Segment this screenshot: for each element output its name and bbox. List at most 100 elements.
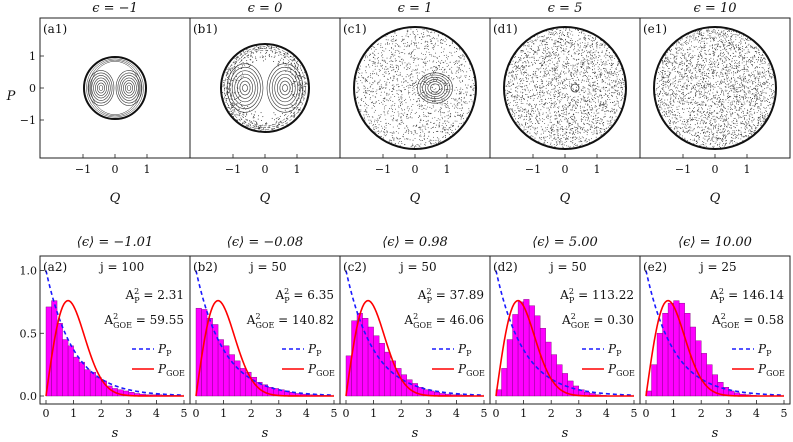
chaotic-point xyxy=(576,72,578,74)
chaotic-point xyxy=(543,48,545,50)
chaotic-point xyxy=(514,95,516,97)
chaotic-point xyxy=(380,64,382,66)
chaotic-point xyxy=(614,104,616,106)
chaotic-point xyxy=(693,99,695,101)
chaotic-point xyxy=(543,102,545,104)
chaotic-point xyxy=(661,84,662,86)
chaotic-point xyxy=(447,105,449,107)
chaotic-point xyxy=(566,109,568,111)
chaotic-point xyxy=(296,76,298,78)
chaotic-point xyxy=(260,47,262,49)
chaotic-point xyxy=(374,109,376,111)
chaotic-point xyxy=(760,57,762,59)
chaotic-point xyxy=(444,129,446,131)
chaotic-point xyxy=(526,118,528,120)
chaotic-point xyxy=(559,37,561,39)
chaotic-point xyxy=(458,47,460,49)
chaotic-point xyxy=(556,85,558,87)
chaotic-point xyxy=(433,143,435,145)
chaotic-point xyxy=(255,49,257,51)
chaotic-point xyxy=(622,98,624,100)
chaotic-point xyxy=(392,94,394,95)
chaotic-point xyxy=(524,66,526,68)
chaotic-point xyxy=(544,50,546,52)
chaotic-point xyxy=(574,96,576,98)
chaotic-point xyxy=(428,112,430,114)
chaotic-point xyxy=(373,50,375,52)
chaotic-point xyxy=(445,132,447,134)
chaotic-point xyxy=(611,66,613,68)
chaotic-point xyxy=(372,82,374,84)
chaotic-point xyxy=(248,66,250,68)
chaotic-point xyxy=(262,57,264,59)
chaotic-point xyxy=(593,60,595,62)
chaotic-point xyxy=(578,62,580,64)
chaotic-point xyxy=(546,107,548,109)
chaotic-point xyxy=(566,141,568,142)
chaotic-point xyxy=(567,106,569,108)
chaotic-point xyxy=(414,137,416,139)
chaotic-point xyxy=(565,96,566,97)
chaotic-point xyxy=(439,69,441,70)
chaotic-point xyxy=(534,103,536,105)
chaotic-point xyxy=(541,136,542,138)
chaotic-point xyxy=(561,33,563,35)
chaotic-point xyxy=(425,40,426,42)
chaotic-point xyxy=(261,48,263,50)
chaotic-point xyxy=(303,76,305,78)
chaotic-point xyxy=(434,93,436,95)
chaotic-point xyxy=(303,94,305,96)
chaotic-point xyxy=(523,111,525,113)
chaotic-point xyxy=(742,84,744,86)
chaotic-point xyxy=(659,85,661,87)
chaotic-point xyxy=(702,122,704,124)
chaotic-point xyxy=(423,143,425,145)
chaotic-point xyxy=(524,89,526,91)
chaotic-point xyxy=(731,109,733,111)
chaotic-point xyxy=(524,98,525,100)
chaotic-point xyxy=(606,54,608,56)
chaotic-point xyxy=(568,69,570,71)
chaotic-point xyxy=(423,139,425,141)
chaotic-point xyxy=(515,61,517,63)
chaotic-point xyxy=(551,67,553,69)
chaotic-point xyxy=(293,60,295,62)
phase-space-panel: ϵ = 5 (d1) xyxy=(489,1,641,159)
chaotic-point xyxy=(287,61,289,63)
chaotic-point xyxy=(535,76,537,78)
chaotic-point xyxy=(415,145,417,147)
chaotic-point xyxy=(563,129,565,131)
chaotic-point xyxy=(246,49,248,51)
chaotic-point xyxy=(400,112,402,114)
chaotic-point xyxy=(392,126,394,128)
chaotic-point xyxy=(577,53,579,55)
chaotic-point xyxy=(462,115,464,117)
chaotic-point xyxy=(413,44,415,46)
chaotic-point xyxy=(530,128,532,130)
chaotic-point xyxy=(264,129,266,131)
chaotic-point xyxy=(292,56,294,58)
chaotic-point xyxy=(400,95,402,97)
chaotic-point xyxy=(562,113,564,115)
chaotic-point xyxy=(708,116,709,117)
chaotic-point xyxy=(222,84,224,86)
chaotic-point xyxy=(723,93,724,95)
chaotic-point xyxy=(581,115,583,117)
chaotic-point xyxy=(360,104,362,106)
chaotic-point xyxy=(606,64,608,66)
chaotic-point xyxy=(729,126,730,128)
chaotic-point xyxy=(378,130,379,132)
chaotic-point xyxy=(543,85,545,87)
chaotic-point xyxy=(546,42,548,43)
chaotic-point xyxy=(468,67,470,69)
chaotic-point xyxy=(421,139,423,141)
chaotic-point xyxy=(577,112,579,114)
chaotic-point xyxy=(433,132,434,133)
chaotic-point xyxy=(571,123,573,125)
chaotic-point xyxy=(687,123,689,125)
chaotic-point xyxy=(571,132,573,134)
chaotic-point xyxy=(583,91,585,93)
chaotic-point xyxy=(593,48,595,50)
chaotic-point xyxy=(551,89,553,90)
chaotic-point xyxy=(567,59,569,60)
